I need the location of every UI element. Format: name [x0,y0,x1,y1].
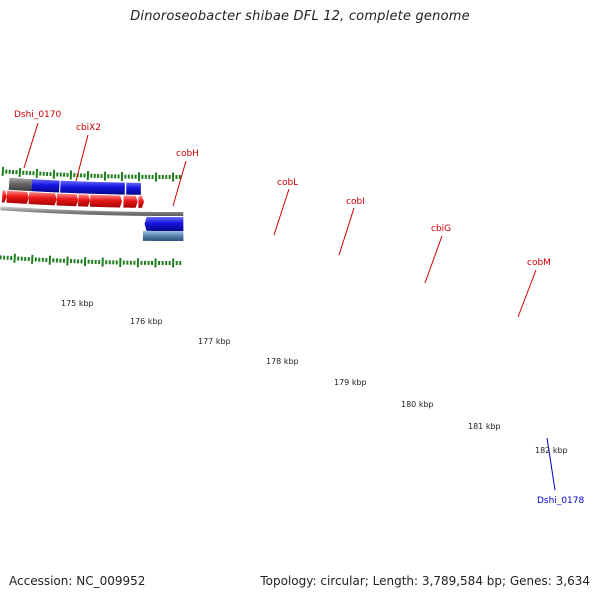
ruler-label: 180 kbp [401,400,434,409]
gene-feature-red-4 [78,194,91,207]
gene-label: cobM [527,258,551,268]
ruler-label: 178 kbp [266,357,299,366]
gene-feature-inner-blue [144,216,184,231]
gene-label: Dshi_0170 [14,110,62,120]
gene-feature-red-6 [138,195,145,208]
outer-tick-mark [1,166,5,176]
gene-feature-red-1 [1,190,7,203]
gene-feature-cobh [31,179,60,193]
backbone-line [0,206,184,216]
tick-marks [0,166,182,268]
gene-label-leader [23,122,39,169]
gene-feature-red-3 [56,193,79,207]
ruler-label: 175 kbp [61,299,94,308]
labels: Dshi_0170 cbiX2 cobH cobL cobI cbiG cobM Dshi_0… [14,110,585,506]
ruler-label: 176 kbp [130,317,163,326]
inner-tick-mark [13,253,16,263]
ruler-label: 182 kbp [535,446,568,455]
gene-label-leader [546,437,556,491]
accession-text: Accession: NC_009952 [9,574,146,588]
gene-label: Dshi_0178 [537,496,585,506]
ruler-label: 181 kbp [468,422,501,431]
gene-feature-dshi0170 [8,177,33,192]
outer-tick-mark [18,167,22,178]
gene-feature-cbig [89,194,122,208]
gene-feature-cobm [126,182,141,195]
gene-feature-cbix2 [6,190,29,204]
gene-label-leader [517,269,537,318]
genome-summary-text: Topology: circular; Length: 3,789,584 bp… [260,574,590,588]
gene-label-leader [75,134,89,182]
gene-feature-red-2 [28,192,57,206]
map-title: Dinoroseobacter shibae DFL 12, complete … [130,9,470,24]
gene-feature-dshi0178 [142,230,184,241]
gene-label-leader [338,207,355,256]
gene-features [1,177,184,241]
gene-label: cobL [277,178,298,188]
gene-label: cobH [176,149,199,159]
gene-label-leader [273,188,290,236]
ruler-label: 177 kbp [198,337,231,346]
gene-feature-cobl [60,180,125,195]
gene-label: cbiG [431,224,451,234]
ruler-label: 179 kbp [334,378,367,387]
gene-label: cbiX2 [76,123,101,133]
gene-label: cobI [346,197,365,207]
backbone [0,206,184,216]
gene-label-leader [424,235,443,284]
gene-label-leader [172,160,187,207]
gene-feature-red-5 [123,195,138,208]
